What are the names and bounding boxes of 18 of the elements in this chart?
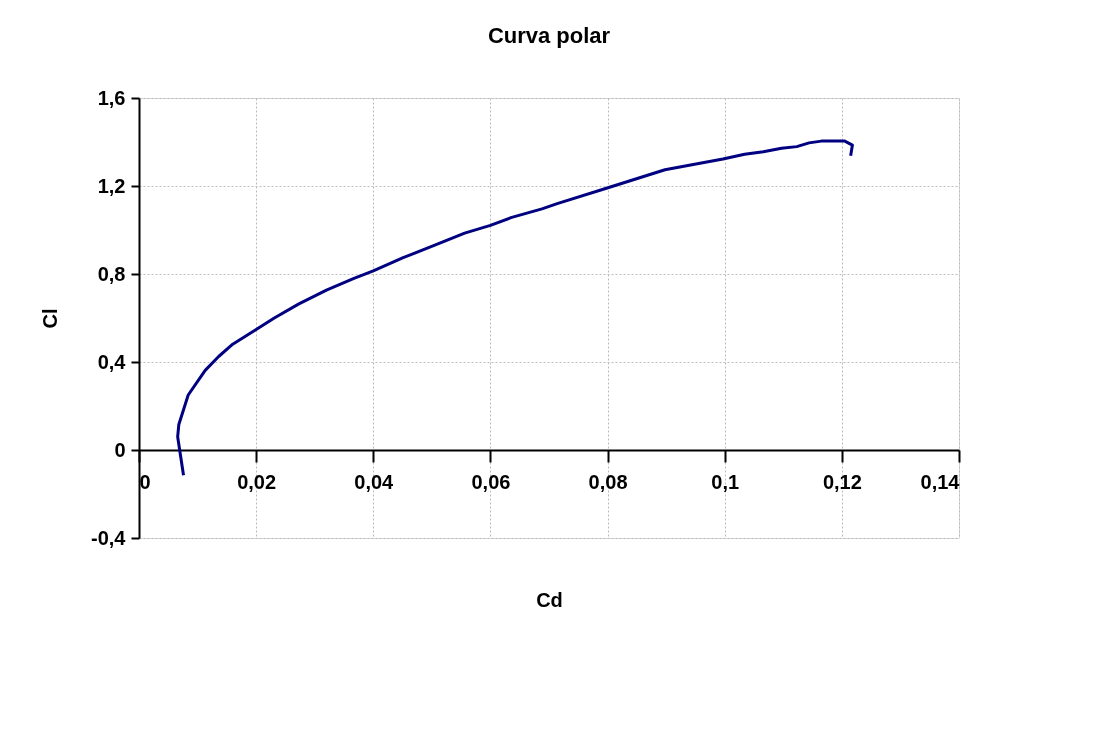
y-tick-label: 1,6 — [97, 86, 126, 109]
x-tick-label: 0,04 — [354, 470, 395, 493]
x-tick-label: 0,06 — [471, 470, 511, 493]
x-tick-label: 0,02 — [237, 470, 277, 493]
x-tick-label: 0,14 — [920, 470, 961, 493]
x-tick-label: 0,12 — [822, 470, 862, 493]
x-axis-title: Cd — [536, 588, 563, 611]
y-tick-label: 0 — [114, 438, 126, 461]
y-axis-title: Cl — [39, 308, 62, 329]
chart-title: Curva polar — [487, 23, 611, 48]
y-tick-label: 0,4 — [97, 350, 127, 373]
y-tick-label: 0,8 — [97, 262, 126, 285]
x-tick-label: 0,1 — [711, 470, 740, 493]
line-series — [176, 139, 854, 477]
x-tick-label: 0,08 — [588, 470, 628, 493]
y-tick-label: 1,2 — [97, 174, 126, 197]
x-tick-label: 0 — [139, 470, 151, 493]
y-tick-label: -0,4 — [91, 526, 127, 549]
